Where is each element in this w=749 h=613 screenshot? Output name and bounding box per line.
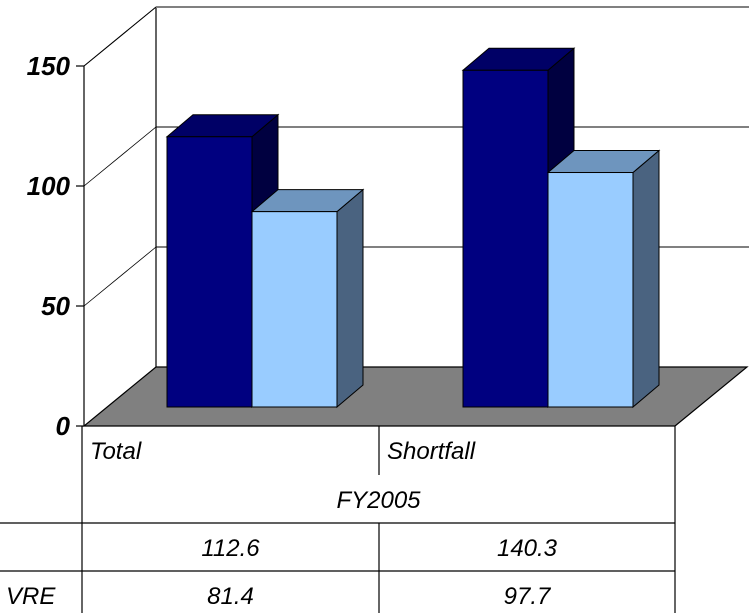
bar-1-1 bbox=[547, 172, 634, 408]
bar-1-0 bbox=[462, 69, 549, 408]
bar-0-0 bbox=[166, 136, 253, 408]
gridline-side-2 bbox=[83, 126, 157, 187]
group-label: FY2005 bbox=[336, 487, 421, 514]
bars bbox=[165, 47, 661, 409]
bar-0-1 bbox=[251, 211, 338, 408]
y-axis-ticks: 0 50 100 150 bbox=[27, 51, 84, 441]
table-cell-0-1: 140.3 bbox=[497, 535, 558, 562]
gridline-side-3 bbox=[83, 6, 157, 67]
table-cell-1-1: 97.7 bbox=[504, 583, 552, 610]
y-tick-label-1: 50 bbox=[41, 291, 70, 321]
category-label-0: Total bbox=[90, 438, 142, 465]
table-cell-0-0: 112.6 bbox=[201, 535, 260, 562]
table-cell-1-0: 81.4 bbox=[207, 583, 254, 610]
y-tick-label-3: 150 bbox=[27, 51, 71, 81]
y-tick-label-2: 100 bbox=[27, 171, 71, 201]
bar-side-1-1 bbox=[632, 149, 660, 409]
gridline-side-1 bbox=[83, 246, 157, 307]
data-table: Total Shortfall FY2005 112.6 140.3 VRE 81.4 97.… bbox=[0, 426, 676, 613]
chart-walls bbox=[83, 6, 157, 426]
bar-side-0-1 bbox=[336, 188, 364, 409]
category-label-1: Shortfall bbox=[387, 438, 476, 465]
table-row-label-1: VRE bbox=[6, 583, 56, 610]
y-tick-label-0: 0 bbox=[56, 411, 71, 441]
